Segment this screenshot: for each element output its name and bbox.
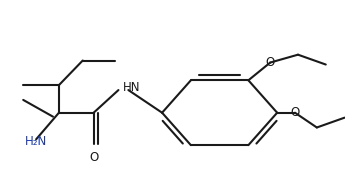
Text: HN: HN <box>122 81 140 94</box>
Text: H₂N: H₂N <box>25 135 47 148</box>
Text: O: O <box>290 106 300 119</box>
Text: O: O <box>89 151 98 164</box>
Text: O: O <box>266 56 275 69</box>
